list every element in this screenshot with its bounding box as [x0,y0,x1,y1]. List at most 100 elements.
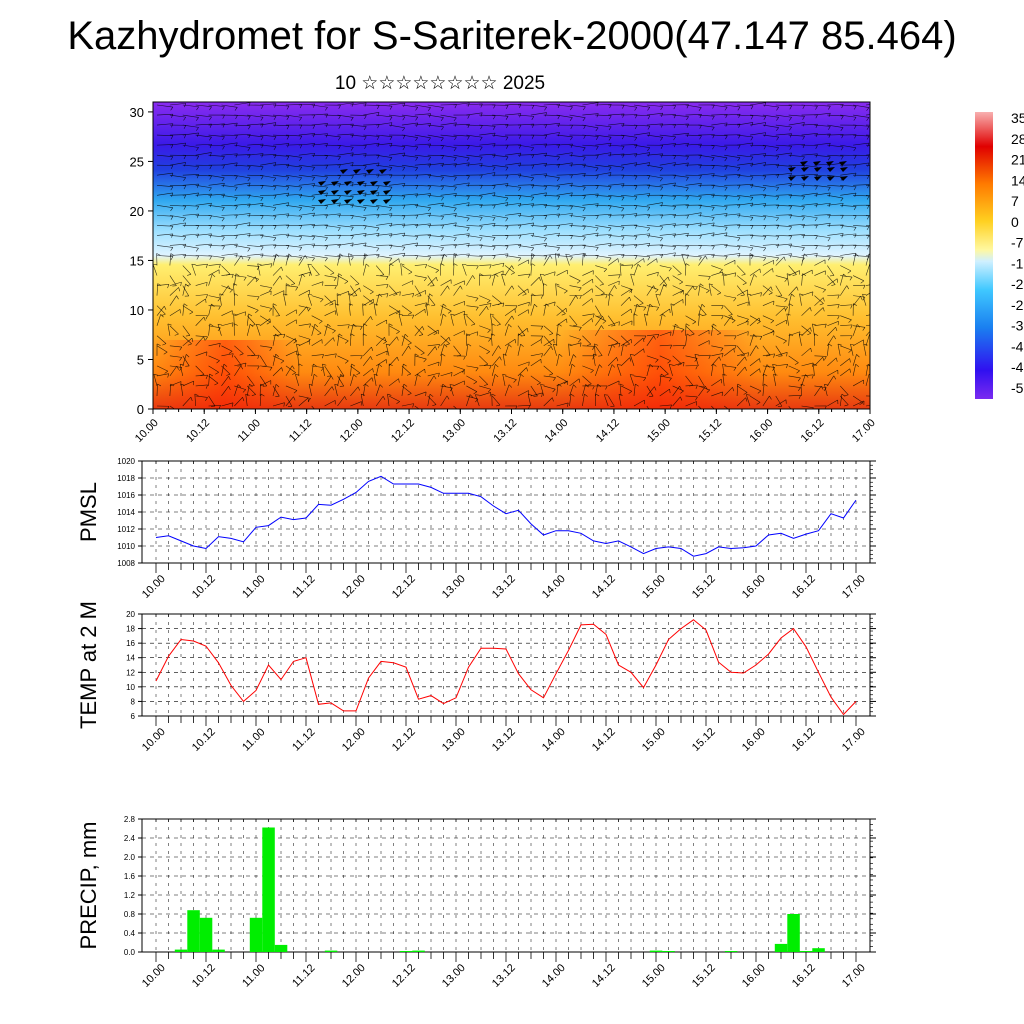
wind-barb-flag [415,167,418,171]
wind-barb [775,295,788,300]
wind-barb-flag [837,315,840,320]
wind-barb [376,350,388,357]
wind-barb [414,143,431,146]
wind-barb-flag [471,323,476,326]
wind-barb-flag [621,196,625,201]
wind-barb [672,323,676,336]
wind-barb [569,364,573,376]
wind-barb-flag [575,295,579,299]
wind-barb [414,174,431,176]
wind-barb [530,375,541,384]
wind-barb [659,223,676,226]
wind-pennant [801,176,809,181]
wind-barb-flag [667,276,670,281]
wind-barb [633,233,650,236]
wind-barb [595,205,612,207]
wind-barb [505,195,522,197]
wind-barb [685,212,702,216]
wind-barb-flag [389,258,393,262]
wind-pennant [357,190,365,195]
wind-barb [182,265,192,275]
wind-barb-flag [605,294,608,299]
wind-barb-flag [415,107,419,111]
wind-barb-flag [745,397,748,402]
wind-barb-flag [476,265,479,270]
wind-barb-flag [251,354,256,357]
wind-barb-flag [475,367,479,372]
wind-barb-flag [828,143,831,148]
wind-barb [814,270,826,276]
wind-barb [504,308,516,316]
wind-barb-flag [196,213,200,218]
wind-barb [672,174,689,178]
wind-barb [646,334,659,337]
wind-barb [530,294,543,296]
wind-barb [453,310,465,316]
wind-barb-flag [680,396,683,401]
precip-bar [399,951,413,952]
wind-barb-flag [377,124,380,129]
wind-barb-flag [598,355,603,357]
wind-barb [208,123,225,126]
wind-barb-flag [272,303,277,306]
wind-barb [608,274,621,276]
wind-barb-flag [243,277,247,281]
wind-barb [840,192,857,196]
wind-barb-flag [648,132,651,137]
wind-barb [775,345,783,357]
wind-barb-flag [222,136,225,141]
wind-barb-flag [257,355,260,359]
wind-barb-flag [673,105,676,110]
wind-barb-flag [755,345,759,350]
wind-barb [646,258,657,266]
wind-barb-flag [764,194,767,199]
wind-barb-flag [209,106,212,111]
wind-barb-flag [402,246,406,251]
wind-barb-flag [189,311,194,315]
wind-barb-flag [786,364,788,369]
wind-barb-flag [660,145,664,149]
wind-barb-flag [184,162,186,167]
wind-barb-flag [467,175,470,180]
wind-barb-flag [338,235,341,239]
wind-barb [840,324,853,327]
wind-barb [479,355,489,365]
wind-barb [221,122,238,126]
wind-barb-flag [273,186,277,191]
wind-barb-flag [313,363,317,367]
y-tick-label: 5 [137,352,144,367]
wind-barb [156,113,173,116]
wind-barb [569,253,586,256]
wind-barb-flag [746,394,751,396]
wind-barb [388,378,399,387]
y-tick-label: 15 [130,253,144,268]
x-tick-label: 15.00 [640,726,668,754]
wind-barb-flag [349,293,354,296]
wind-barb [182,192,199,196]
wind-barb-flag [669,344,672,349]
wind-barb-flag [255,276,258,281]
wind-barb [260,285,272,289]
wind-barb [788,355,799,363]
wind-barb-flag [557,247,560,252]
wind-barb-flag [325,186,328,191]
wind-barb [234,154,251,156]
wind-barb-flag [205,375,208,379]
y-tick-label: 1012 [117,525,135,534]
wind-barb [865,405,870,407]
wind-barb-flag [753,274,757,278]
wind-barb [672,195,689,197]
wind-barb [182,132,199,136]
wind-barb-flag [196,106,199,111]
wind-barb-flag [325,155,328,160]
wind-barb-flag [312,103,316,108]
wind-barb [582,124,599,129]
wind-barb-flag [608,196,612,201]
wind-barb [543,385,556,390]
wind-barb [182,325,191,336]
wind-barb [245,394,248,407]
wind-barb-flag [493,153,496,158]
wind-barb-flag [427,137,431,142]
wind-barb [569,114,586,119]
wind-barb [388,336,398,346]
